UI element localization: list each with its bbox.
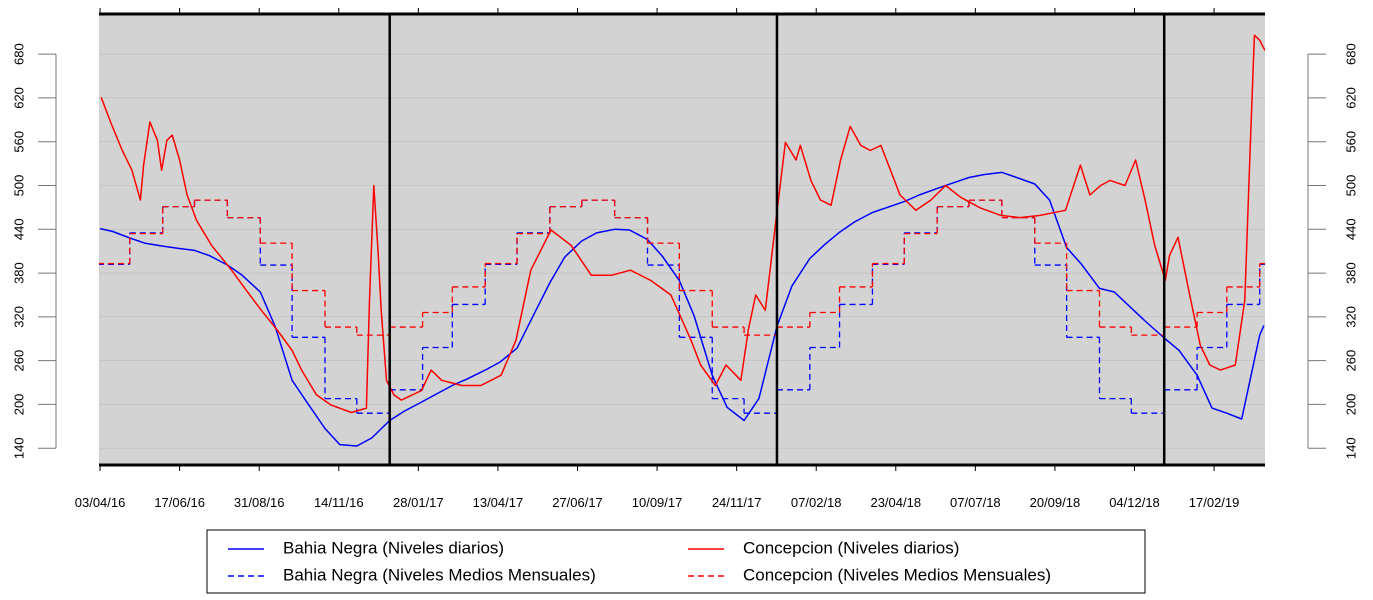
x-tick-label: 23/04/18 <box>870 495 921 510</box>
y-tick-label: 680 <box>11 43 26 65</box>
y-tick-label: 380 <box>11 262 26 284</box>
y-tick-label: 200 <box>11 394 26 416</box>
y-tick-label: 140 <box>11 437 26 459</box>
x-tick-label: 10/09/17 <box>632 495 683 510</box>
y-tick-label: 440 <box>11 218 26 240</box>
y2-tick-label: 380 <box>1343 262 1358 284</box>
y-tick-label: 260 <box>11 350 26 372</box>
legend-label: Concepcion (Niveles Medios Mensuales) <box>743 565 1051 584</box>
y2-tick-label: 200 <box>1343 394 1358 416</box>
y2-tick-label: 440 <box>1343 218 1358 240</box>
x-tick-label: 07/07/18 <box>950 495 1001 510</box>
y2-tick-label: 320 <box>1343 306 1358 328</box>
x-tick-label: 20/09/18 <box>1030 495 1081 510</box>
x-tick-label: 17/06/16 <box>154 495 205 510</box>
plot-lines <box>99 34 1265 447</box>
y-tick-label: 320 <box>11 306 26 328</box>
legend-label: Bahia Negra (Niveles diarios) <box>283 538 504 557</box>
x-tick-label: 28/01/17 <box>393 495 444 510</box>
legend-label: Bahia Negra (Niveles Medios Mensuales) <box>283 565 596 584</box>
legend-label: Concepcion (Niveles diarios) <box>743 538 959 557</box>
x-tick-label: 03/04/16 <box>75 495 126 510</box>
y2-tick-label: 620 <box>1343 87 1358 109</box>
x-tick-label: 27/06/17 <box>552 495 603 510</box>
x-tick-label: 24/11/17 <box>712 495 762 510</box>
y2-tick-label: 140 <box>1343 437 1358 459</box>
x-tick-label: 07/02/18 <box>791 495 842 510</box>
plot-background <box>99 14 1265 465</box>
y2-tick-label: 500 <box>1343 175 1358 197</box>
x-tick-label: 04/12/18 <box>1109 495 1160 510</box>
x-tick-label: 31/08/16 <box>234 495 285 510</box>
y-tick-label: 500 <box>11 175 26 197</box>
series-line <box>100 34 1265 414</box>
y-tick-label: 620 <box>11 87 26 109</box>
y-tick-label: 560 <box>11 131 26 153</box>
x-tick-label: 14/11/16 <box>314 495 364 510</box>
legend-box <box>206 529 1146 594</box>
y2-tick-label: 680 <box>1343 43 1358 65</box>
x-tick-label: 13/04/17 <box>473 495 524 510</box>
x-tick-label: 17/02/19 <box>1189 495 1240 510</box>
y2-tick-label: 560 <box>1343 131 1358 153</box>
series-line <box>99 171 1265 447</box>
y2-tick-label: 260 <box>1343 350 1358 372</box>
